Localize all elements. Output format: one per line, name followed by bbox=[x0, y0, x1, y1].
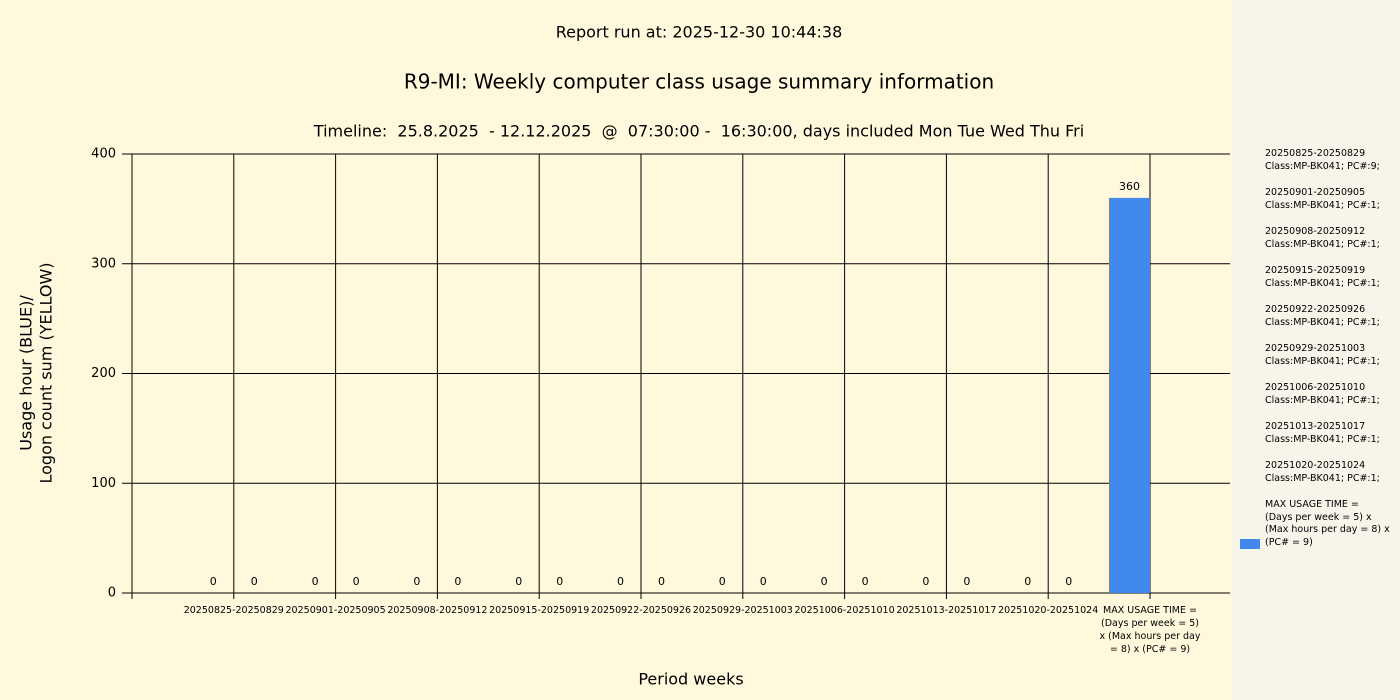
legend-text: 20250825-20250829 bbox=[1265, 148, 1366, 159]
value-label: 0 bbox=[719, 575, 726, 588]
value-label: 0 bbox=[1065, 575, 1072, 588]
legend-entry: 20250908-20250912 Class:MP-BK041; PC#:1; bbox=[1265, 226, 1395, 251]
legend-text: 20250901-20250905 bbox=[1265, 187, 1366, 198]
legend-panel bbox=[1232, 0, 1400, 700]
value-label: 0 bbox=[617, 575, 624, 588]
legend-entry: 20250922-20250926 Class:MP-BK041; PC#:1; bbox=[1265, 304, 1395, 329]
x-tick-label: 20250825-20250829 bbox=[183, 605, 284, 616]
value-label: 0 bbox=[454, 575, 461, 588]
legend-entry: 20251020-20251024 Class:MP-BK041; PC#:1; bbox=[1265, 460, 1395, 485]
legend-text: 20251013-20251017 bbox=[1265, 421, 1366, 432]
legend-entry: 20251013-20251017 Class:MP-BK041; PC#:1; bbox=[1265, 421, 1395, 446]
report-header: Report run at: 2025-12-30 10:44:38 bbox=[556, 23, 843, 42]
legend-entry: MAX USAGE TIME = (Days per week = 5) x (M… bbox=[1265, 499, 1395, 549]
value-label: 0 bbox=[922, 575, 929, 588]
x-tick-label: 20250901-20250905 bbox=[285, 605, 386, 616]
legend-text: 20250915-20250919 bbox=[1265, 265, 1366, 276]
legend-text: Class:MP-BK041; PC#:1; bbox=[1265, 355, 1380, 367]
value-label: 0 bbox=[210, 575, 217, 588]
value-label: 360 bbox=[1119, 180, 1140, 193]
x-tick-label: 20251006-20251010 bbox=[794, 605, 895, 616]
legend-text: Class:MP-BK041; PC#:1; bbox=[1265, 433, 1380, 445]
legend-text: Class:MP-BK041; PC#:9; bbox=[1265, 160, 1380, 172]
legend-entry: 20250825-20250829 Class:MP-BK041; PC#:9; bbox=[1265, 148, 1395, 173]
value-label: 0 bbox=[862, 575, 869, 588]
legend-entry: 20250915-20250919 Class:MP-BK041; PC#:1; bbox=[1265, 265, 1395, 290]
legend-entry: 20250929-20251003 Class:MP-BK041; PC#:1; bbox=[1265, 343, 1395, 368]
chart-title: R9-MI: Weekly computer class usage summa… bbox=[404, 70, 994, 94]
legend-text: 20251006-20251010 bbox=[1265, 382, 1366, 393]
legend-text: Class:MP-BK041; PC#:1; bbox=[1265, 394, 1380, 406]
y-axis-label: Logon count sum (YELLOW) bbox=[37, 262, 56, 483]
y-tick-label: 400 bbox=[91, 147, 116, 162]
value-label: 0 bbox=[821, 575, 828, 588]
value-label: 0 bbox=[760, 575, 767, 588]
x-tick-label: MAX USAGE TIME = (Days per week = 5) x (… bbox=[1099, 605, 1201, 655]
legend-entry: 20250901-20250905 Class:MP-BK041; PC#:1; bbox=[1265, 187, 1395, 212]
value-label: 0 bbox=[556, 575, 563, 588]
x-axis-label: Period weeks bbox=[638, 670, 743, 689]
y-tick-label: 100 bbox=[91, 476, 116, 491]
x-tick-label: 20251013-20251017 bbox=[896, 605, 997, 616]
value-label: 0 bbox=[963, 575, 970, 588]
value-label: 0 bbox=[515, 575, 522, 588]
x-tick-label: 20250915-20250919 bbox=[489, 605, 590, 616]
x-tick-label: 20250929-20251003 bbox=[692, 605, 793, 616]
y-axis-label: Usage hour (BLUE)/ bbox=[17, 295, 36, 451]
legend-text: 20250929-20251003 bbox=[1265, 343, 1366, 354]
legend-text: Class:MP-BK041; PC#:1; bbox=[1265, 277, 1380, 289]
legend-text: Class:MP-BK041; PC#:1; bbox=[1265, 316, 1380, 328]
value-label: 0 bbox=[1024, 575, 1031, 588]
value-label: 0 bbox=[251, 575, 258, 588]
y-tick-label: 0 bbox=[108, 586, 116, 601]
legend-text: 20250908-20250912 bbox=[1265, 226, 1366, 237]
legend-text: Class:MP-BK041; PC#:1; bbox=[1265, 199, 1380, 211]
y-tick-label: 300 bbox=[91, 256, 116, 271]
value-label: 0 bbox=[658, 575, 665, 588]
value-label: 0 bbox=[353, 575, 360, 588]
x-tick-label: 20250922-20250926 bbox=[590, 605, 692, 616]
legend-text: 20250922-20250926 bbox=[1265, 304, 1366, 315]
legend-text: Class:MP-BK041; PC#:1; bbox=[1265, 238, 1380, 250]
value-label: 0 bbox=[413, 575, 420, 588]
x-tick-label: 20250908-20250912 bbox=[387, 605, 488, 616]
legend-text: MAX USAGE TIME = bbox=[1265, 499, 1359, 510]
legend-swatch bbox=[1240, 539, 1260, 549]
bar bbox=[1109, 197, 1150, 593]
chart-subtitle: Timeline: 25.8.2025 - 12.12.2025 @ 07:30… bbox=[313, 122, 1084, 141]
x-tick-label: 20251020-20251024 bbox=[998, 605, 1099, 616]
legend-text: 20251020-20251024 bbox=[1265, 460, 1366, 471]
y-tick-label: 200 bbox=[91, 366, 116, 381]
legend-text: Class:MP-BK041; PC#:1; bbox=[1265, 472, 1380, 484]
legend-entry: 20251006-20251010 Class:MP-BK041; PC#:1; bbox=[1265, 382, 1395, 407]
value-label: 0 bbox=[312, 575, 319, 588]
legend-text: (Days per week = 5) x (Max hours per day… bbox=[1265, 511, 1390, 548]
